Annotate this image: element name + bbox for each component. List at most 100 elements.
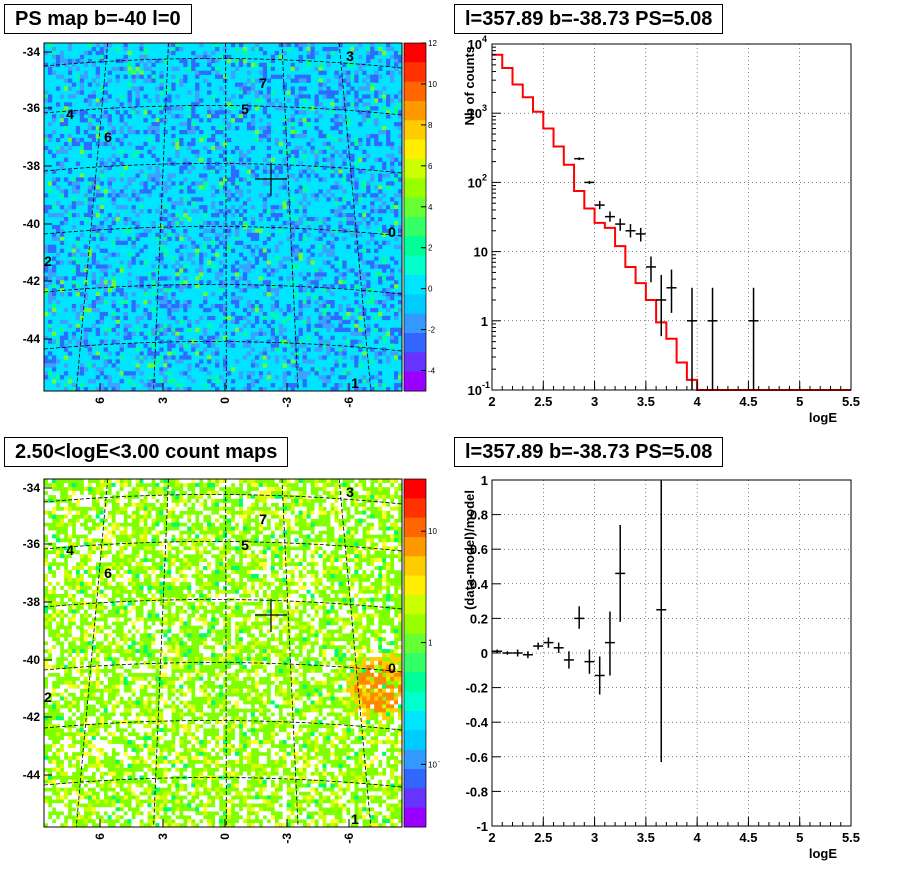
map-cell [147,110,152,115]
map-cell [318,70,323,75]
map-cell [302,153,307,158]
map-cell [195,268,200,273]
map-cell [195,479,200,484]
map-cell [274,601,279,606]
map-cell [67,573,73,579]
map-cell [386,355,391,360]
map-cell [374,482,379,488]
map-cell [175,502,180,507]
map-cell [175,327,180,332]
map-cell [290,593,295,598]
map-cell [127,280,132,285]
map-cell [330,387,335,392]
map-cell [242,605,248,610]
map-cell [159,323,164,329]
map-cell [246,605,252,610]
map-cell [242,510,248,515]
map-cell [338,78,343,83]
map-cell [238,153,244,158]
map-cell [47,617,53,622]
map-cell [270,232,276,238]
map-cell [47,554,53,559]
map-cell [250,122,256,127]
map-cell [219,506,224,511]
map-cell [362,157,367,162]
map-cell [207,343,212,348]
map-cell [167,110,172,115]
map-cell [290,118,295,123]
map-cell [270,566,276,571]
map-cell [262,240,268,245]
map-cell [183,307,188,313]
map-cell [394,201,399,206]
map-cell [362,585,367,591]
map-cell [326,546,331,551]
map-cell [246,165,252,170]
map-cell [123,479,128,484]
map-cell [354,74,359,79]
map-cell [127,272,132,277]
map-cell [262,201,268,206]
map-cell [44,311,49,317]
map-cell [290,133,295,139]
map-cell [151,343,156,348]
map-cell [91,542,97,547]
map-cell [171,355,176,360]
map-cell [183,122,188,127]
map-cell [358,534,363,539]
map-cell [270,74,276,79]
map-cell [290,387,295,392]
map-cell [358,315,363,321]
map-cell [131,581,136,587]
map-cell [246,617,252,622]
map-cell [215,43,220,48]
map-cell [183,506,188,511]
map-cell [163,58,168,64]
map-cell [362,379,367,384]
map-cell [258,550,264,555]
map-cell [119,371,124,376]
map-cell [258,193,264,198]
map-cell [290,534,295,539]
map-cell [322,379,327,384]
map-cell [159,244,164,249]
map-cell [75,546,81,551]
map-cell [59,133,65,139]
map-cell [59,566,65,571]
map-cell [95,319,100,325]
map-cell [298,339,303,344]
map-cell [330,514,335,519]
map-cell [44,145,49,151]
map-cell [270,625,276,630]
map-cell [246,387,252,392]
colorbar-segment [404,352,426,373]
map-cell [278,54,283,60]
map-cell [350,213,355,218]
map-cell [155,165,160,170]
map-cell [191,209,196,214]
map-cell [179,122,184,127]
map-cell [183,577,188,583]
map-cell [266,339,272,344]
map-cell [139,260,144,265]
map-cell [290,248,295,253]
map-cell [298,201,303,206]
map-cell [390,331,395,336]
map-cell [386,46,391,52]
map-cell [215,70,220,75]
map-cell [91,530,97,535]
map-cell [334,201,339,206]
map-cell [111,189,116,194]
map-cell [223,220,228,226]
map-cell [83,530,89,535]
map-cell [322,526,327,531]
map-cell [119,161,124,166]
map-cell [266,264,272,269]
map-cell [290,585,295,591]
map-cell [59,327,65,332]
map-cell [366,494,371,500]
map-cell [278,165,283,170]
map-cell [179,280,184,285]
map-cell [179,506,184,511]
map-cell [302,375,307,380]
